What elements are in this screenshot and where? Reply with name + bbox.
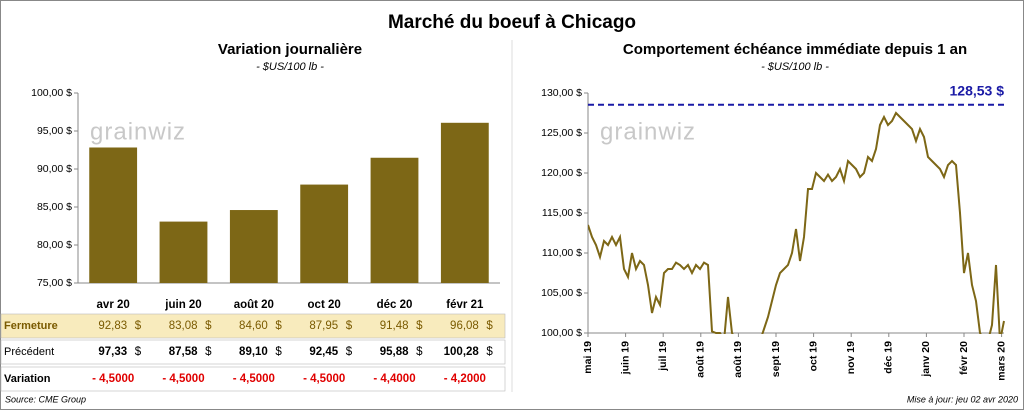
x-tick-label: sept 19 (770, 341, 782, 377)
table-unit: $ (416, 320, 423, 332)
x-tick-label: janv 20 (920, 341, 932, 378)
chart-title: Comportement échéance immédiate depuis 1… (623, 41, 967, 58)
x-tick-label: nov 19 (845, 341, 857, 374)
table-unit: $ (135, 320, 142, 332)
table-row-bg (0, 313, 506, 339)
table-unit: $ (135, 346, 142, 358)
table-cell: 89,10 (239, 346, 268, 358)
x-tick-label: juil 19 (657, 341, 669, 372)
y-tick-label: 130,00 $ (541, 87, 582, 99)
page-title: Marché du boeuf à Chicago (388, 12, 636, 33)
watermark: grainwiz (600, 118, 696, 145)
chart-subtitle: - $US/100 lb - (761, 61, 829, 73)
bar (89, 147, 138, 283)
x-tick-label: déc 19 (883, 341, 895, 374)
table-cell: - 4,5000 (233, 373, 275, 385)
y-tick-label: 100,00 $ (31, 87, 72, 99)
bar (300, 184, 349, 283)
table-cell: 84,60 (239, 320, 268, 332)
plot-area (588, 111, 1005, 334)
row-label: Variation (4, 373, 51, 385)
table-unit: $ (205, 320, 212, 332)
table-unit: $ (346, 320, 353, 332)
y-tick-label: 95,00 $ (37, 125, 72, 137)
x-tick-label: oct 20 (308, 299, 341, 311)
bar (440, 122, 489, 284)
watermark: grainwiz (90, 118, 186, 145)
x-tick-label: oct 19 (807, 341, 819, 372)
bar (370, 157, 419, 283)
y-tick-label: 120,00 $ (541, 167, 582, 179)
table-cell: - 4,2000 (444, 373, 486, 385)
y-tick-label: 110,00 $ (542, 247, 582, 259)
table-cell: - 4,5000 (303, 373, 345, 385)
table-cell: 95,88 (380, 346, 409, 358)
y-tick-label: 115,00 $ (542, 207, 582, 219)
table-cell: - 4,4000 (373, 373, 415, 385)
x-tick-label: févr 20 (958, 341, 970, 375)
chart-subtitle: - $US/100 lb - (256, 61, 324, 73)
table-unit: $ (486, 346, 493, 358)
updated: Mise à jour: jeu 02 avr 2020 (907, 394, 1018, 404)
y-tick-label: 80,00 $ (37, 239, 72, 251)
table-unit: $ (346, 346, 353, 358)
table-cell: 91,48 (380, 320, 409, 332)
table-cell: 92,45 (309, 346, 338, 358)
x-tick-label: août 20 (234, 299, 274, 311)
x-tick-label: juin 19 (619, 341, 631, 375)
x-tick-label: août 19 (732, 341, 744, 378)
reference-label: 128,53 $ (950, 82, 1005, 98)
x-tick-label: mars 20 (995, 341, 1007, 381)
y-tick-label: 90,00 $ (37, 163, 72, 175)
table-cell: 87,95 (309, 320, 338, 332)
table-cell: 97,33 (98, 346, 127, 358)
x-tick-label: avr 20 (97, 299, 130, 311)
x-tick-label: juin 20 (164, 299, 201, 311)
x-tick-label: févr 21 (446, 299, 484, 311)
y-tick-label: 105,00 $ (541, 287, 582, 299)
y-tick-label: 125,00 $ (541, 127, 582, 139)
y-tick-label: 75,00 $ (37, 277, 72, 289)
row-label: Fermeture (4, 320, 58, 332)
chart-title: Variation journalière (218, 41, 362, 58)
table-unit: $ (275, 346, 282, 358)
row-label: Précédent (4, 346, 54, 358)
table-unit: $ (275, 320, 282, 332)
table-unit: $ (416, 346, 423, 358)
x-tick-label: mai 19 (582, 341, 594, 374)
y-tick-label: 85,00 $ (37, 201, 72, 213)
source: Source: CME Group (5, 394, 86, 404)
table-cell: - 4,5000 (92, 373, 134, 385)
table-cell: 96,08 (450, 320, 479, 332)
bar (159, 221, 208, 283)
table-unit: $ (486, 320, 493, 332)
table-cell: 100,28 (444, 346, 480, 358)
table-cell: - 4,5000 (162, 373, 204, 385)
x-tick-label: août 19 (695, 341, 707, 378)
line (588, 111, 1005, 334)
table-cell: 92,83 (98, 320, 127, 332)
table-row-bg (0, 339, 506, 365)
table-cell: 87,58 (169, 346, 198, 358)
bar (229, 210, 278, 283)
table-row-bg (0, 366, 506, 392)
table-cell: 83,08 (169, 320, 198, 332)
x-tick-label: déc 20 (377, 299, 413, 311)
y-tick-label: 100,00 $ (541, 327, 582, 339)
table-unit: $ (205, 346, 212, 358)
